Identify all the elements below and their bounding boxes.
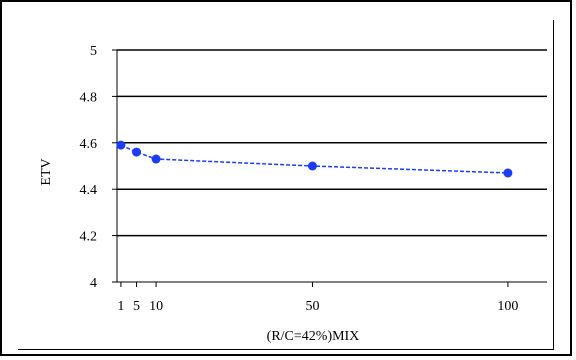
axes [112,49,547,287]
chart-inner-border [18,20,554,350]
y-tick-label: 4.2 [80,230,98,245]
grid-lines [117,49,547,237]
x-tick-label: 100 [497,299,518,314]
y-tick-label: 4.4 [80,183,98,198]
x-axis-title: (R/C=42%)MIX [267,329,360,344]
data-point [503,168,513,178]
x-tick-label: 1 [117,299,124,314]
y-tick-label: 4.8 [80,90,98,105]
data-point [132,147,142,157]
y-axis-title: ETV [39,158,54,185]
y-tick-label: 4 [90,276,97,291]
data-point [307,161,317,171]
y-tick-labels: 4 4.2 4.4 4.6 4.8 5 [80,44,98,291]
y-tick-label: 4.6 [80,137,98,152]
data-point [116,140,126,150]
x-tick-label: 10 [149,299,163,314]
y-tick-label: 5 [90,44,97,59]
data-point [151,154,161,164]
series [116,140,513,178]
x-tick-label: 50 [305,299,319,314]
x-tick-label: 5 [133,299,140,314]
x-tick-labels: 1 5 10 50 100 [117,299,518,314]
